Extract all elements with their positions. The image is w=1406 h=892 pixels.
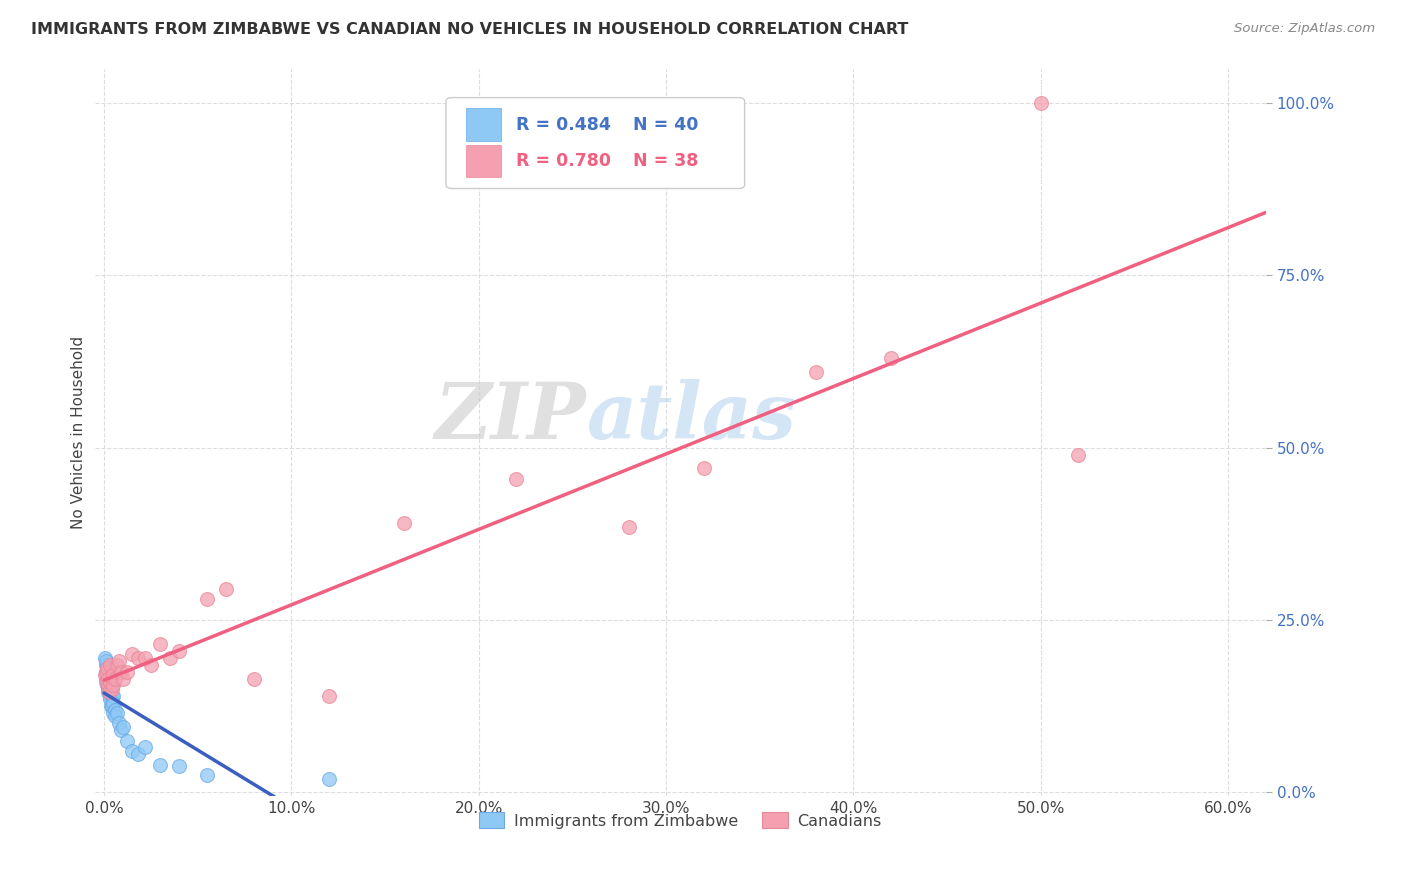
- Point: [110, 665, 132, 679]
- Point: [96, 661, 118, 675]
- Text: R = 0.484: R = 0.484: [516, 116, 612, 134]
- Point: [94, 665, 117, 679]
- Point: [505, 472, 527, 486]
- Point: [94, 665, 117, 679]
- Point: [167, 759, 190, 773]
- Text: R = 0.780: R = 0.780: [516, 152, 612, 169]
- Point: [98, 668, 121, 682]
- Point: [105, 657, 128, 672]
- Point: [94, 657, 117, 672]
- Bar: [465, 108, 501, 141]
- Point: [98, 681, 121, 696]
- Legend: Immigrants from Zimbabwe, Canadians: Immigrants from Zimbabwe, Canadians: [472, 805, 889, 835]
- Point: [94, 675, 117, 690]
- Point: [195, 768, 218, 782]
- Point: [103, 696, 125, 710]
- Point: [111, 672, 134, 686]
- Point: [115, 665, 138, 679]
- Point: [103, 678, 125, 692]
- Text: IMMIGRANTS FROM ZIMBABWE VS CANADIAN NO VEHICLES IN HOUSEHOLD CORRELATION CHART: IMMIGRANTS FROM ZIMBABWE VS CANADIAN NO …: [31, 22, 908, 37]
- Point: [96, 672, 118, 686]
- Point: [100, 699, 122, 714]
- Point: [1067, 448, 1090, 462]
- Point: [215, 582, 238, 596]
- Point: [97, 681, 120, 696]
- Text: N = 38: N = 38: [633, 152, 699, 169]
- Point: [94, 651, 117, 665]
- Point: [110, 723, 132, 738]
- Point: [692, 461, 714, 475]
- Point: [392, 516, 415, 531]
- FancyBboxPatch shape: [446, 97, 745, 188]
- Point: [98, 657, 121, 672]
- Point: [97, 678, 120, 692]
- Text: atlas: atlas: [586, 379, 796, 456]
- Point: [134, 651, 156, 665]
- Point: [243, 672, 266, 686]
- Point: [167, 644, 190, 658]
- Point: [97, 685, 120, 699]
- Point: [804, 365, 827, 379]
- Point: [96, 675, 118, 690]
- Point: [105, 706, 128, 720]
- Point: [127, 651, 149, 665]
- Point: [98, 689, 121, 703]
- Point: [94, 668, 117, 682]
- Point: [100, 689, 122, 703]
- Text: N = 40: N = 40: [633, 116, 699, 134]
- Point: [96, 668, 118, 682]
- Point: [104, 702, 127, 716]
- Point: [97, 672, 120, 686]
- Point: [97, 685, 120, 699]
- Point: [103, 706, 125, 720]
- Point: [100, 681, 122, 696]
- Point: [134, 740, 156, 755]
- Bar: [465, 145, 501, 178]
- Text: Source: ZipAtlas.com: Source: ZipAtlas.com: [1234, 22, 1375, 36]
- Point: [97, 665, 120, 679]
- Point: [127, 747, 149, 762]
- Point: [100, 672, 122, 686]
- Point: [121, 648, 143, 662]
- Point: [108, 716, 131, 731]
- Point: [98, 692, 121, 706]
- Point: [97, 678, 120, 692]
- Text: ZIP: ZIP: [434, 379, 586, 456]
- Point: [100, 678, 122, 692]
- Point: [100, 699, 122, 714]
- Point: [96, 678, 118, 692]
- Point: [318, 689, 340, 703]
- Point: [94, 654, 117, 668]
- Point: [103, 668, 125, 682]
- Point: [98, 675, 121, 690]
- Point: [149, 757, 172, 772]
- Point: [98, 675, 121, 690]
- Y-axis label: No Vehicles in Household: No Vehicles in Household: [72, 335, 86, 529]
- Point: [115, 733, 138, 747]
- Point: [195, 592, 218, 607]
- Point: [121, 744, 143, 758]
- Point: [880, 351, 903, 365]
- Point: [617, 520, 640, 534]
- Point: [318, 772, 340, 786]
- Point: [159, 651, 181, 665]
- Point: [111, 720, 134, 734]
- Point: [97, 672, 120, 686]
- Point: [139, 657, 162, 672]
- Point: [96, 661, 118, 675]
- Point: [103, 689, 125, 703]
- Point: [108, 654, 131, 668]
- Point: [1029, 95, 1052, 110]
- Point: [104, 709, 127, 723]
- Point: [104, 672, 127, 686]
- Point: [149, 637, 172, 651]
